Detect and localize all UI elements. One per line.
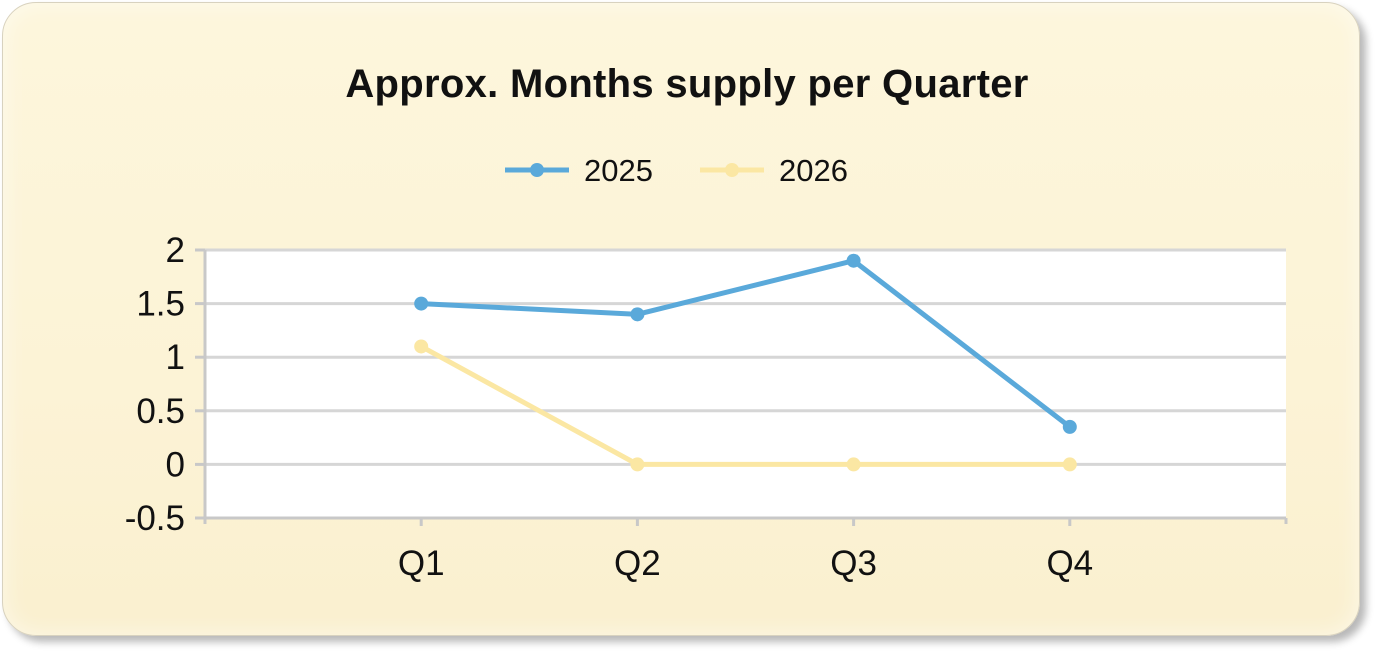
x-axis-ticks: Q1 Q2 Q3 Q4 <box>398 518 1093 583</box>
data-point[interactable] <box>846 457 861 472</box>
y-axis-ticks: 2 1.5 1 0.5 0 -0.5 <box>125 231 205 538</box>
series-line-2025 <box>421 258 1072 429</box>
y-tick-label: 1.5 <box>136 285 185 324</box>
data-point[interactable] <box>414 339 429 354</box>
x-tick-label: Q2 <box>614 544 661 583</box>
series-lines <box>414 253 1077 472</box>
data-point[interactable] <box>630 307 645 322</box>
y-tick-label: 0.5 <box>136 392 185 431</box>
y-tick-label: -0.5 <box>125 499 185 538</box>
legend-label: 2025 <box>584 153 653 188</box>
data-point[interactable] <box>630 457 645 472</box>
y-tick-label: 2 <box>166 231 185 270</box>
axes <box>203 250 1288 524</box>
plot-background <box>205 250 1286 518</box>
legend-item-2025[interactable]: 2025 <box>505 153 653 188</box>
series-2025 <box>414 253 1077 434</box>
y-tick-label: 1 <box>166 338 185 377</box>
series-2026 <box>414 339 1077 472</box>
legend[interactable]: 2025 2026 <box>505 153 848 188</box>
data-point[interactable] <box>846 253 861 268</box>
legend-swatch-marker <box>725 163 739 177</box>
data-point[interactable] <box>1062 457 1077 472</box>
x-tick-label: Q1 <box>398 544 445 583</box>
data-point[interactable] <box>1062 419 1077 434</box>
legend-swatch-marker <box>530 163 544 177</box>
series-line-2026 <box>420 344 1070 467</box>
legend-item-2026[interactable]: 2026 <box>700 153 848 188</box>
chart-title: Approx. Months supply per Quarter <box>345 62 1029 106</box>
y-tick-label: 0 <box>166 445 185 484</box>
data-point[interactable] <box>414 296 429 311</box>
x-tick-label: Q3 <box>830 544 877 583</box>
legend-label: 2026 <box>779 153 848 188</box>
x-tick-label: Q4 <box>1046 544 1093 583</box>
